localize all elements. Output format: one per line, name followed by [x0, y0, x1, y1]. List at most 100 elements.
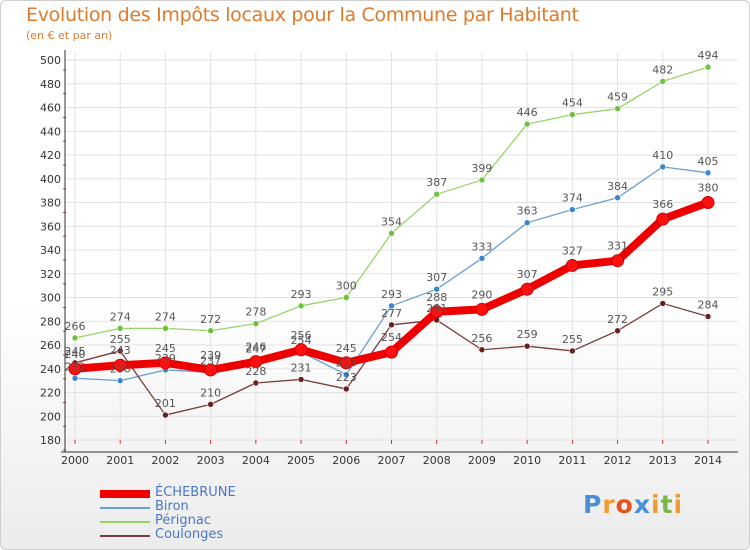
legend-swatch-biron	[100, 507, 150, 509]
data-label-biron: 333	[471, 240, 492, 253]
data-label-perignac: 482	[652, 63, 673, 76]
data-label-echebrune: 239	[200, 349, 221, 362]
data-label-biron: 384	[607, 180, 628, 193]
legend-label-coulonges: Coulonges	[155, 527, 224, 542]
y-tick-label: 240	[40, 363, 61, 376]
data-point-perignac	[523, 120, 531, 128]
data-point-perignac	[388, 230, 395, 237]
y-tick-label: 320	[40, 268, 61, 281]
data-label-perignac: 454	[562, 97, 583, 110]
data-point-echebrune	[68, 362, 82, 376]
legend-label-echebrune: ÉCHEBRUNE	[155, 485, 236, 500]
data-point-perignac	[252, 320, 260, 327]
data-point-echebrune	[611, 254, 625, 268]
data-point-echebrune	[294, 343, 308, 357]
data-label-biron: 293	[381, 288, 402, 301]
data-label-coulonges: 255	[562, 333, 583, 346]
data-point-echebrune	[113, 358, 127, 372]
data-point-perignac	[207, 327, 214, 335]
x-tick-label: 2010	[513, 454, 541, 467]
x-tick-label: 2005	[287, 454, 315, 467]
data-point-perignac	[162, 325, 169, 332]
data-label-biron: 232	[65, 360, 86, 373]
legend-item-echebrune: ÉCHEBRUNE	[100, 485, 320, 501]
y-tick-label: 260	[40, 339, 61, 352]
data-point-coulonges	[252, 379, 260, 387]
data-point-perignac	[342, 294, 350, 301]
data-point-coulonges	[297, 376, 305, 383]
series-layer	[68, 63, 715, 419]
data-label-perignac: 459	[607, 91, 628, 104]
data-label-coulonges: 223	[336, 371, 357, 384]
data-label-echebrune: 327	[562, 244, 583, 257]
data-label-biron: 307	[426, 271, 447, 284]
x-tick-label: 2002	[151, 454, 179, 467]
data-point-coulonges	[162, 411, 169, 419]
legend-label-biron: Biron	[155, 499, 189, 514]
y-axis-ticks: 180 200 220 240 260 280 300 320 340 360 380 400 420 4…	[40, 54, 61, 447]
logo-letter: t	[660, 490, 674, 519]
data-point-perignac	[116, 325, 124, 332]
data-point-echebrune	[249, 355, 263, 369]
data-point-biron	[342, 371, 350, 378]
legend: ÉCHEBRUNE Biron Pérignac Coulonges	[100, 485, 320, 543]
data-point-biron	[569, 206, 576, 213]
data-label-coulonges: 272	[607, 313, 628, 326]
data-label-perignac: 293	[291, 288, 312, 301]
data-point-coulonges	[207, 401, 214, 408]
data-point-echebrune	[475, 302, 489, 316]
data-point-biron	[478, 255, 486, 262]
proxiti-logo: Proxiti	[583, 490, 683, 519]
data-point-biron	[388, 302, 395, 310]
logo-letter: P	[583, 490, 603, 519]
data-label-biron: 405	[698, 155, 719, 168]
data-label-echebrune: 331	[607, 240, 628, 253]
x-tick-label: 2001	[106, 454, 134, 467]
x-tick-label: 2006	[332, 454, 360, 467]
y-tick-label: 360	[40, 220, 61, 233]
data-point-coulonges	[569, 347, 576, 355]
data-point-perignac	[478, 176, 486, 184]
data-label-echebrune: 243	[110, 344, 131, 357]
data-point-biron	[523, 219, 531, 226]
y-tick-label: 440	[40, 125, 61, 138]
data-label-echebrune: 256	[291, 329, 312, 342]
logo-letter: i	[651, 490, 661, 519]
x-tick-label: 2004	[242, 454, 270, 467]
data-point-perignac	[704, 63, 712, 71]
x-tick-label: 2000	[61, 454, 89, 467]
data-label-perignac: 278	[245, 306, 266, 319]
data-label-coulonges: 259	[517, 328, 538, 341]
axes	[61, 50, 738, 453]
data-label-echebrune: 288	[426, 291, 447, 304]
data-point-echebrune	[158, 356, 172, 370]
data-point-echebrune	[701, 196, 715, 209]
y-tick-label: 220	[40, 387, 61, 400]
chart-subtitle: (en € et par an)	[26, 29, 113, 42]
data-label-perignac: 494	[698, 49, 719, 62]
legend-item-coulonges: Coulonges	[100, 527, 320, 543]
data-point-echebrune	[385, 345, 398, 359]
data-label-coulonges: 281	[426, 302, 447, 315]
data-label-biron: 237	[200, 354, 221, 367]
data-point-coulonges	[478, 346, 486, 354]
data-point-echebrune	[656, 212, 670, 226]
data-label-biron: 410	[652, 149, 673, 162]
data-label-echebrune: 245	[155, 342, 176, 355]
y-tick-label: 200	[40, 410, 61, 423]
data-label-coulonges: 284	[698, 299, 719, 312]
data-point-coulonges	[614, 327, 621, 335]
data-point-perignac	[659, 78, 667, 85]
data-point-coulonges	[342, 385, 350, 393]
x-tick-label: 2007	[378, 454, 406, 467]
data-label-perignac: 387	[426, 176, 447, 189]
data-label-perignac: 446	[517, 106, 538, 119]
y-tick-label: 480	[40, 78, 61, 91]
data-label-biron: 223	[336, 357, 357, 370]
data-label-coulonges: 231	[291, 361, 312, 374]
data-point-biron	[71, 374, 79, 382]
data-label-echebrune: 245	[336, 342, 357, 355]
y-tick-label: 420	[40, 149, 61, 162]
data-label-biron: 230	[110, 363, 131, 376]
